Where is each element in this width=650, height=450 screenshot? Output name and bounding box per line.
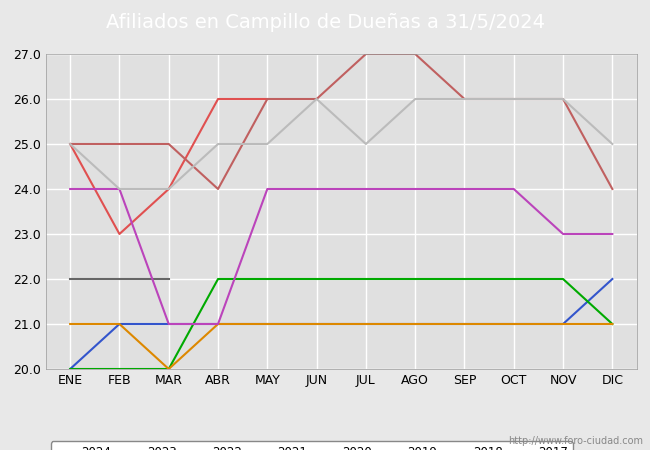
Text: Afiliados en Campillo de Dueñas a 31/5/2024: Afiliados en Campillo de Dueñas a 31/5/2… (105, 13, 545, 32)
Legend: 2024, 2023, 2022, 2021, 2020, 2019, 2018, 2017: 2024, 2023, 2022, 2021, 2020, 2019, 2018… (51, 441, 573, 450)
Text: http://www.foro-ciudad.com: http://www.foro-ciudad.com (508, 436, 644, 446)
